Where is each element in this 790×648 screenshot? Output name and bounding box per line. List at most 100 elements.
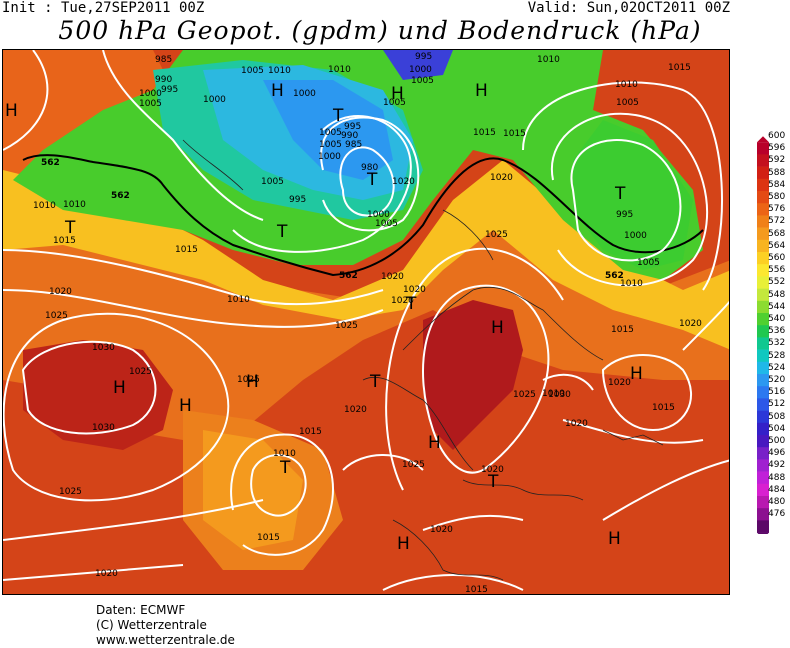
colorbar-level-label: 528 (768, 350, 786, 361)
colorbar-swatch (757, 276, 769, 289)
isobar-label: 1015 (465, 585, 488, 595)
colorbar-level-label: 532 (768, 338, 786, 349)
colorbar-swatch (757, 190, 769, 204)
isobar-label: 1005 (411, 76, 434, 86)
isobar-label: 1005 (241, 66, 264, 76)
isobar-label: 1025 (129, 367, 152, 377)
colorbar-level-label: 560 (768, 253, 786, 263)
colorbar-swatch (757, 520, 769, 533)
isobar-label: 1020 (679, 319, 702, 329)
isobar-label: 1010 (33, 201, 56, 211)
colorbar-level-label: 600 (768, 131, 786, 141)
map-title: 500 hPa Geopot. (gpdm) und Bodendruck (h… (58, 16, 702, 45)
colorbar-swatch (757, 410, 769, 424)
contour-label: 562 (605, 271, 624, 281)
colorbar-cap-bottom (757, 532, 769, 539)
colorbar-level-label: 596 (768, 143, 786, 154)
colorbar-swatch (757, 239, 769, 253)
colorbar-swatch (757, 215, 769, 228)
colorbar-level-label: 524 (768, 362, 786, 373)
colorbar-level-label: 584 (768, 179, 786, 190)
colorbar-level-label: 520 (768, 375, 786, 385)
colorbar-swatch (757, 386, 769, 399)
website-link[interactable]: www.wetterzentrale.de (96, 633, 235, 647)
low-pressure-symbol: T (488, 472, 499, 492)
isobar-label: 1010 (273, 449, 296, 459)
isobar-label: 995 (344, 122, 362, 132)
contour-label: 562 (111, 191, 130, 201)
colorbar-swatch (757, 264, 769, 277)
low-pressure-symbol: T (280, 458, 291, 478)
high-pressure-symbol: H (179, 396, 192, 416)
low-pressure-symbol: T (406, 294, 417, 314)
isobar-label: 1005 (261, 177, 284, 187)
isobar-label: 995 (616, 210, 634, 220)
isobar-label: 1030 (92, 423, 115, 433)
high-pressure-symbol: H (428, 433, 441, 453)
high-pressure-symbol: H (630, 364, 643, 384)
isobar-label: 1010 (620, 279, 643, 289)
colorbar-swatch (757, 361, 769, 375)
isobar-label: 1005 (616, 98, 639, 108)
isobar-label: 1025 (402, 460, 425, 470)
colorbar-level-label: 572 (768, 216, 786, 227)
colorbar-swatch (757, 447, 769, 460)
high-pressure-symbol: H (5, 101, 18, 121)
colorbar-swatch (757, 325, 769, 338)
isobar-label: 1020 (490, 173, 513, 183)
isobar-label: 1005 (637, 258, 660, 268)
high-pressure-symbol: H (271, 81, 284, 101)
isobar-label: 1020 (392, 177, 415, 187)
isobar-label: 1000 (367, 210, 390, 220)
colorbar-level-label: 568 (768, 228, 786, 239)
isobar-label: 1025 (485, 230, 508, 240)
colorbar-level-label: 492 (768, 460, 786, 471)
isobar-label: 1015 (652, 403, 675, 413)
colorbar-level-label: 508 (768, 411, 786, 422)
isobar-label: 1010 (542, 389, 565, 399)
low-pressure-symbol: T (367, 170, 378, 190)
geopotential-field (3, 50, 729, 594)
isobar-label: 1005 (319, 128, 342, 138)
colorbar-level-label: 480 (768, 497, 786, 507)
high-pressure-symbol: H (475, 81, 488, 101)
colorbar-swatch (757, 312, 769, 326)
colorbar-cap-top (757, 136, 769, 143)
isobar-label: 1020 (49, 287, 72, 297)
colorbar-level-label: 488 (768, 472, 786, 483)
high-pressure-symbol: H (397, 534, 410, 554)
init-time: Init : Tue,27SEP2011 00Z (2, 0, 205, 16)
isobar-label: 1005 (383, 98, 406, 108)
isobar-label: 1025 (45, 311, 68, 321)
colorbar-swatch (757, 300, 769, 314)
data-source: Daten: ECMWF (96, 603, 186, 617)
isobar-label: 995 (289, 195, 307, 205)
high-pressure-symbol: H (608, 529, 621, 549)
isobar-label: 1005 (139, 99, 162, 109)
colorbar-swatch (757, 508, 769, 521)
colorbar-swatch (757, 178, 769, 192)
valid-time: Valid: Sun,02OCT2011 00Z (527, 0, 730, 16)
low-pressure-symbol: T (65, 218, 76, 238)
low-pressure-symbol: T (370, 372, 381, 392)
colorbar-level-label: 564 (768, 240, 786, 251)
isobar-label: 1010 (227, 295, 250, 305)
isobar-label: 1020 (481, 465, 504, 475)
isobar-label: 995 (415, 52, 433, 62)
colorbar-level-label: 484 (768, 484, 786, 495)
isobar-label: 1020 (95, 569, 118, 579)
isobar-label: 980 (361, 163, 379, 173)
isobar-label: 995 (161, 85, 179, 95)
colorbar-swatch (757, 373, 769, 387)
colorbar-swatch (757, 251, 769, 265)
colorbar-legend (757, 130, 769, 539)
contour-label: 562 (339, 271, 358, 281)
isobar-label: 1015 (611, 325, 634, 335)
isobar-label: 1015 (53, 236, 76, 246)
colorbar-level-label: 496 (768, 448, 786, 459)
isobar-label: 1010 (537, 55, 560, 65)
high-pressure-symbol: H (491, 318, 504, 338)
isobar-label: 1000 (624, 231, 647, 241)
colorbar-swatch (757, 471, 769, 485)
isobar-label: 985 (155, 55, 173, 65)
